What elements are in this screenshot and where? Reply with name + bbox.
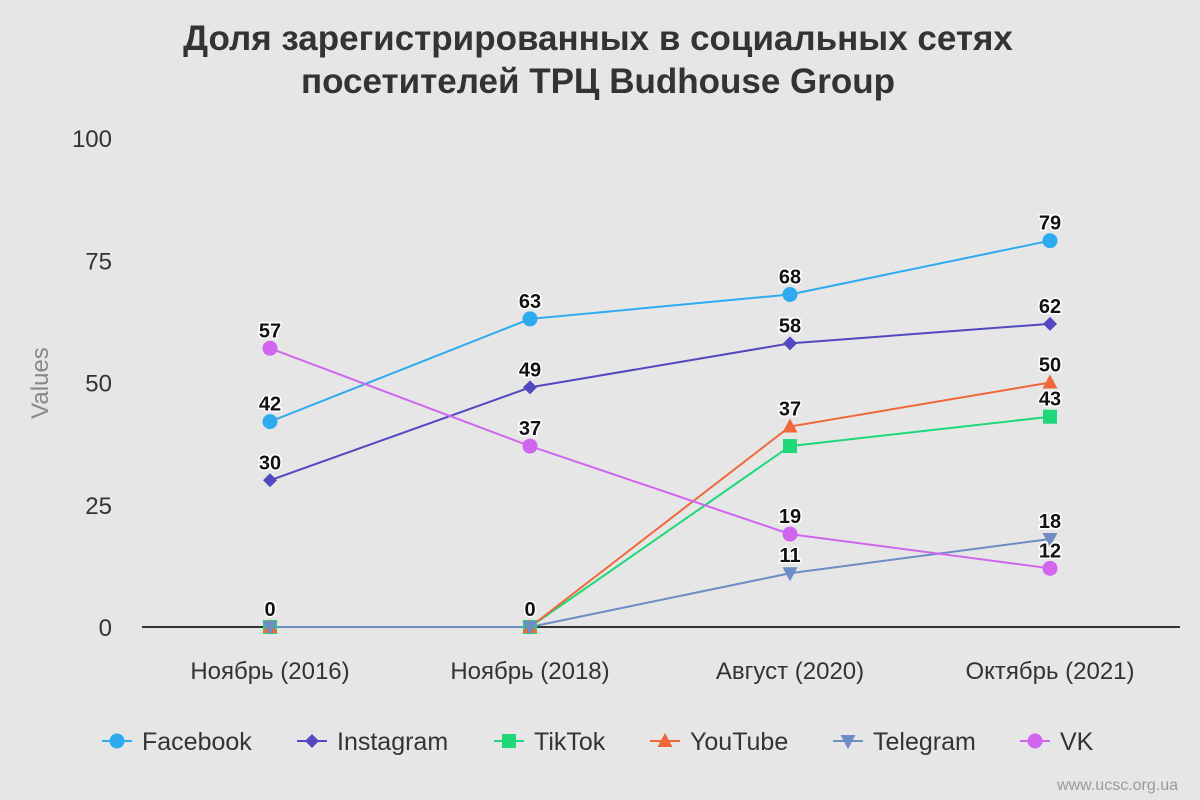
data-point <box>1043 409 1057 424</box>
y-tick-label: 50 <box>85 371 112 398</box>
data-point <box>1042 560 1058 576</box>
series-line <box>269 347 1051 570</box>
legend-label: TikTok <box>534 728 606 756</box>
data-point <box>782 567 798 582</box>
legend-label: Facebook <box>142 728 252 756</box>
series-line <box>269 239 1051 423</box>
legend-label: Telegram <box>873 728 976 756</box>
y-tick-label: 0 <box>99 615 112 642</box>
legend-marker-icon <box>502 734 516 748</box>
legend-item-youtube[interactable]: YouTube <box>650 728 788 756</box>
data-labels: 42 63 68 79 30 49 58 62 0 0 43 37 50 11 18 57 37 19 12 <box>257 211 1062 622</box>
legend-marker-icon <box>1027 733 1043 749</box>
series-line <box>269 322 1051 482</box>
legend-label: VK <box>1060 728 1094 756</box>
data-label: 79 <box>1039 213 1061 235</box>
legend-marker-icon <box>109 733 125 749</box>
data-label: 0 <box>264 599 275 621</box>
data-label: 63 <box>519 291 541 313</box>
data-point <box>522 621 538 635</box>
markers-facebook <box>262 233 1058 430</box>
chart-title: Доля зарегистрированных в социальных сет… <box>183 19 1013 101</box>
y-tick-label: 100 <box>72 126 112 153</box>
data-point <box>783 439 797 454</box>
legend-label: Instagram <box>337 728 448 756</box>
series-line <box>270 415 1051 628</box>
data-point <box>782 286 798 302</box>
legend-item-tiktok[interactable]: TikTok <box>494 728 606 756</box>
data-label: 62 <box>1039 296 1061 318</box>
series-line <box>270 537 1051 628</box>
series-facebook <box>269 239 1051 423</box>
footer-url: www.ucsc.org.ua <box>1056 777 1178 794</box>
data-label: 49 <box>519 359 541 381</box>
data-point <box>783 336 797 351</box>
series-youtube <box>270 381 1051 628</box>
legend-item-facebook[interactable]: Facebook <box>102 728 252 756</box>
data-point <box>523 380 537 395</box>
series-instagram <box>269 322 1051 482</box>
data-label: 43 <box>1039 389 1061 411</box>
data-point <box>782 526 798 542</box>
legend-item-telegram[interactable]: Telegram <box>833 728 976 756</box>
data-label: 58 <box>779 315 801 337</box>
data-point <box>782 418 798 433</box>
legend: Facebook Instagram TikTok YouTube Telegram VK <box>102 728 1094 756</box>
legend-label: YouTube <box>690 728 788 756</box>
chart-title-line-2: посетителей ТРЦ Budhouse Group <box>301 62 895 101</box>
y-tick-label: 75 <box>85 248 112 275</box>
data-label: 0 <box>524 599 535 621</box>
y-tick-label: 25 <box>85 493 112 520</box>
markers-youtube <box>262 374 1058 633</box>
data-point <box>263 473 277 488</box>
markers-telegram <box>262 532 1058 635</box>
data-point <box>1042 532 1058 547</box>
x-axis-ticks: Ноябрь (2016) Ноябрь (2018) Август (2020) О… <box>190 658 1134 685</box>
legend-item-vk[interactable]: VK <box>1020 728 1094 756</box>
legend-marker-icon <box>305 734 319 748</box>
data-label: 37 <box>519 418 541 440</box>
chart-title-line-1: Доля зарегистрированных в социальных сет… <box>183 19 1013 58</box>
data-point <box>262 621 278 635</box>
data-label: 30 <box>259 452 281 474</box>
data-point <box>262 414 278 430</box>
data-label: 68 <box>779 266 801 288</box>
series-layer <box>262 233 1058 635</box>
legend-item-instagram[interactable]: Instagram <box>297 728 448 756</box>
data-label: 57 <box>259 320 281 342</box>
series-telegram <box>270 537 1051 628</box>
data-point <box>262 340 278 356</box>
series-tiktok <box>270 415 1051 628</box>
data-label: 37 <box>779 399 801 421</box>
data-point <box>1042 374 1058 389</box>
data-label: 42 <box>259 394 281 416</box>
data-label: 18 <box>1039 511 1061 533</box>
data-label: 19 <box>779 506 801 528</box>
data-point <box>1043 316 1057 331</box>
data-point <box>522 438 538 454</box>
data-point <box>522 311 538 327</box>
y-axis-ticks: 0 25 50 75 100 <box>72 126 112 642</box>
y-axis-label: Values <box>27 347 54 419</box>
x-tick-label: Ноябрь (2016) <box>190 658 349 685</box>
legend-marker-icon <box>657 733 673 747</box>
legend-marker-icon <box>840 735 856 749</box>
x-tick-label: Октябрь (2021) <box>965 658 1134 685</box>
series-line <box>270 381 1051 628</box>
markers-instagram <box>263 316 1057 488</box>
markers-vk <box>262 340 1058 576</box>
data-label: 50 <box>1039 355 1061 377</box>
data-point <box>1042 233 1058 249</box>
x-tick-label: Август (2020) <box>716 658 864 685</box>
x-tick-label: Ноябрь (2018) <box>450 658 609 685</box>
data-label: 12 <box>1039 540 1061 562</box>
series-vk <box>269 347 1051 570</box>
data-label: 11 <box>779 545 800 567</box>
